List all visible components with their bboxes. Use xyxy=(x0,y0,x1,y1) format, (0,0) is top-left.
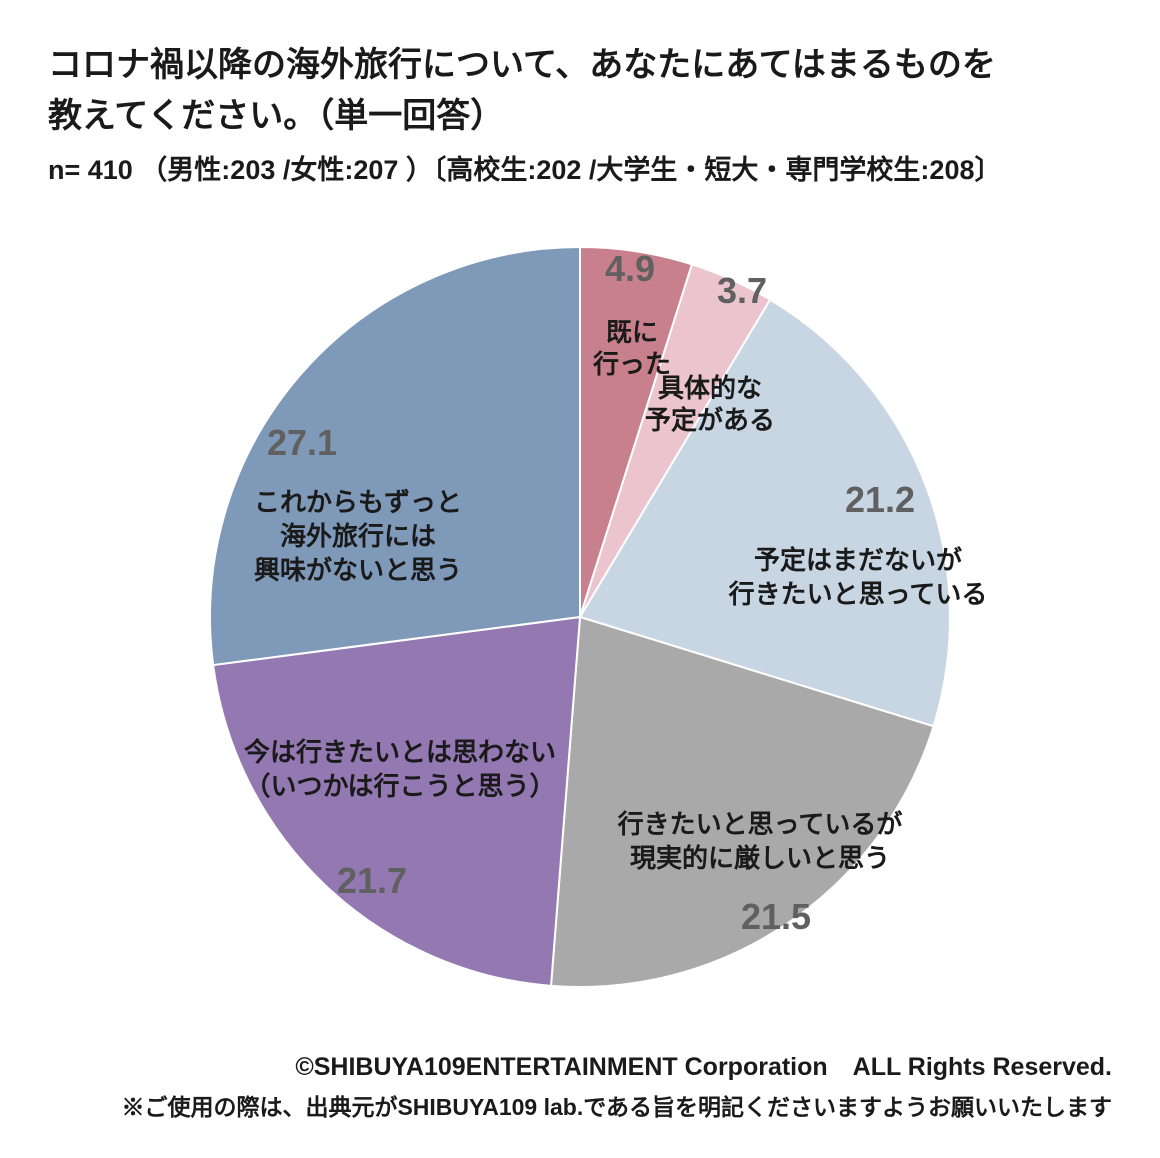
chart-title: コロナ禍以降の海外旅行について、あなたにあてはまるものを 教えてください。（単一… xyxy=(48,40,1112,142)
title-line-1: コロナ禍以降の海外旅行について、あなたにあてはまるものを xyxy=(48,46,996,84)
slice-value: 21.7 xyxy=(337,860,407,901)
pie-chart: 4.93.721.221.521.727.1既に行った具体的な予定がある予定はま… xyxy=(100,207,1060,1027)
pie-chart-wrap: 4.93.721.221.521.727.1既に行った具体的な予定がある予定はま… xyxy=(48,207,1112,1027)
copyright-line: ©SHIBUYA109ENTERTAINMENT Corporation ALL… xyxy=(121,1046,1112,1089)
slice-value: 21.5 xyxy=(741,896,811,937)
slice-value: 27.1 xyxy=(267,422,337,463)
title-line-2: 教えてください。（単一回答） xyxy=(48,97,504,135)
slice-value: 21.2 xyxy=(845,479,915,520)
chart-subtitle: n= 410 （男性:203 /女性:207 ）〔高校生:202 /大学生・短大… xyxy=(48,148,1112,187)
pie-slice xyxy=(213,617,580,986)
slice-label: これからもずっと海外旅行には興味がないと思う xyxy=(254,487,462,585)
slice-value: 3.7 xyxy=(717,270,767,311)
slice-value: 4.9 xyxy=(605,248,655,289)
pie-slice xyxy=(210,247,580,665)
chart-footer: ©SHIBUYA109ENTERTAINMENT Corporation ALL… xyxy=(121,1046,1112,1123)
chart-container: コロナ禍以降の海外旅行について、あなたにあてはまるものを 教えてください。（単一… xyxy=(0,0,1160,1158)
usage-note: ※ご使用の際は、出典元がSHIBUYA109 lab.である旨を明記くださいます… xyxy=(121,1088,1112,1122)
